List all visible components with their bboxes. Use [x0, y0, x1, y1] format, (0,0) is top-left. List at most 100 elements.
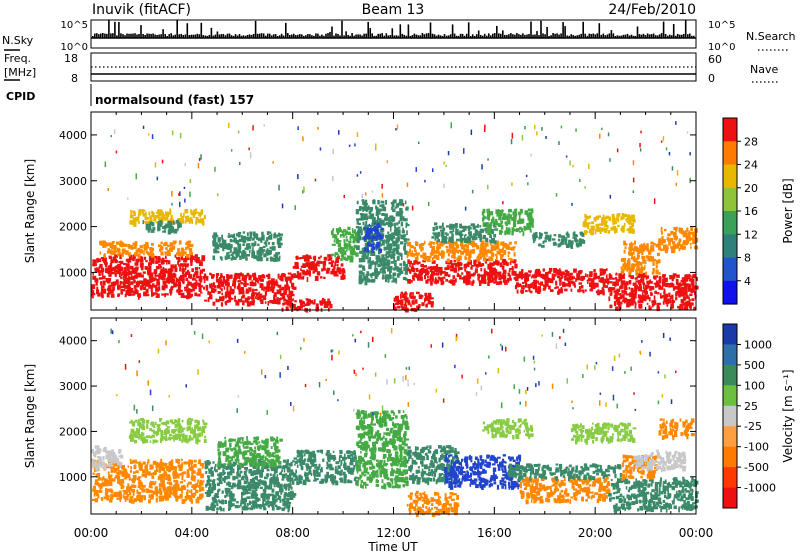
scatter-cell	[662, 239, 666, 244]
scatter-cell	[200, 479, 202, 484]
scatter-cell	[124, 475, 127, 479]
scatter-cell	[155, 265, 159, 270]
scatter-cell	[281, 295, 286, 299]
scatter-cell	[335, 273, 338, 277]
scatter-cell	[240, 255, 244, 258]
scatter-cell	[203, 286, 205, 290]
scatter-cell	[125, 258, 129, 262]
scatter-cell	[621, 213, 625, 217]
scatter-cell	[347, 226, 351, 231]
scatter-cell	[454, 263, 458, 268]
scatter-cell	[152, 491, 155, 495]
nsky-bar	[483, 33, 486, 38]
scatter-cell	[369, 257, 372, 261]
scatter-cell	[244, 276, 247, 281]
scatter-cell	[217, 280, 222, 285]
nsky-bar	[168, 34, 170, 38]
scatter-cell	[649, 250, 652, 254]
scatter-cell	[161, 216, 165, 221]
nsky-bar	[664, 34, 667, 38]
scatter-cell	[626, 259, 631, 264]
scatter-cell	[111, 241, 115, 244]
scatter-cell	[632, 218, 636, 223]
scatter-cell	[333, 239, 336, 243]
nsky-bar	[274, 34, 277, 38]
scatter-cell	[364, 204, 368, 208]
scatter-cell	[94, 482, 98, 486]
scatter-cell	[694, 291, 697, 295]
nsky-bar	[479, 35, 482, 38]
scatter-cell	[490, 249, 493, 255]
scatter-cell	[417, 252, 420, 256]
scatter-cell	[197, 479, 200, 483]
scatter-cell	[382, 221, 385, 225]
scatter-cell	[163, 287, 166, 290]
scatter-cell	[94, 278, 99, 283]
scatter-cell	[260, 256, 263, 262]
scatter-cell	[148, 211, 151, 216]
scatter-cell	[116, 248, 121, 252]
scatter-cell	[507, 272, 511, 277]
scatter-cell	[542, 288, 546, 291]
nsky-bar	[445, 35, 448, 38]
scatter-cell	[381, 184, 383, 189]
scatter-cell	[366, 271, 370, 276]
nsky-bar	[397, 35, 400, 38]
scatter-cell	[354, 143, 356, 147]
scatter-cell	[184, 266, 187, 271]
scatter-cell	[391, 202, 394, 208]
scatter-cell	[251, 301, 254, 305]
scatter-cell	[399, 263, 403, 266]
scatter-cell	[396, 244, 400, 250]
scatter-cell	[692, 273, 696, 279]
scatter-cell	[470, 234, 473, 238]
scatter-cell	[191, 283, 195, 288]
scatter-cell	[150, 229, 155, 233]
scatter-cell	[311, 263, 315, 269]
scatter-cell	[653, 259, 657, 262]
scatter-cell	[557, 270, 562, 275]
scatter-cell	[671, 276, 674, 282]
scatter-cell	[599, 223, 603, 226]
scatter-cell	[174, 267, 178, 271]
scatter-cell	[418, 141, 420, 145]
nsky-bar	[335, 33, 337, 38]
scatter-cell	[524, 282, 528, 288]
scatter-cell	[174, 254, 177, 258]
scatter-cell	[176, 278, 180, 283]
nsky-bar	[427, 33, 430, 38]
scatter-cell	[486, 271, 490, 277]
scatter-cell	[484, 126, 486, 132]
scatter-cell	[527, 274, 531, 277]
nsky-bar	[441, 35, 444, 38]
scatter-cell	[620, 279, 623, 284]
scatter-cell	[488, 208, 490, 214]
scatter-cell	[260, 299, 264, 304]
scatter-cell	[688, 230, 691, 233]
nsky-bar	[204, 35, 207, 38]
scatter-cell	[503, 249, 507, 255]
nsky-bar	[172, 35, 174, 38]
scatter-cell	[114, 250, 119, 253]
scatter-cell	[276, 281, 279, 286]
scatter-cell	[359, 213, 364, 216]
nsky-bar	[676, 33, 679, 38]
scatter-cell	[555, 286, 559, 289]
nsky-bar	[363, 33, 365, 38]
scatter-cell	[500, 241, 503, 246]
scatter-cell	[129, 486, 133, 491]
scatter-cell	[416, 253, 419, 259]
scatter-cell	[155, 287, 159, 292]
scatter-cell	[171, 219, 175, 224]
scatter-cell	[164, 217, 169, 221]
scatter-cell	[672, 283, 675, 289]
scatter-cell	[249, 250, 251, 254]
scatter-cell	[449, 243, 451, 249]
scatter-cell	[379, 233, 384, 238]
scatter-cell	[107, 291, 112, 295]
scatter-cell	[211, 282, 213, 285]
scatter-cell	[260, 278, 264, 282]
scatter-cell	[476, 245, 480, 250]
scatter-cell	[319, 147, 322, 151]
nsky-bar	[610, 30, 613, 38]
